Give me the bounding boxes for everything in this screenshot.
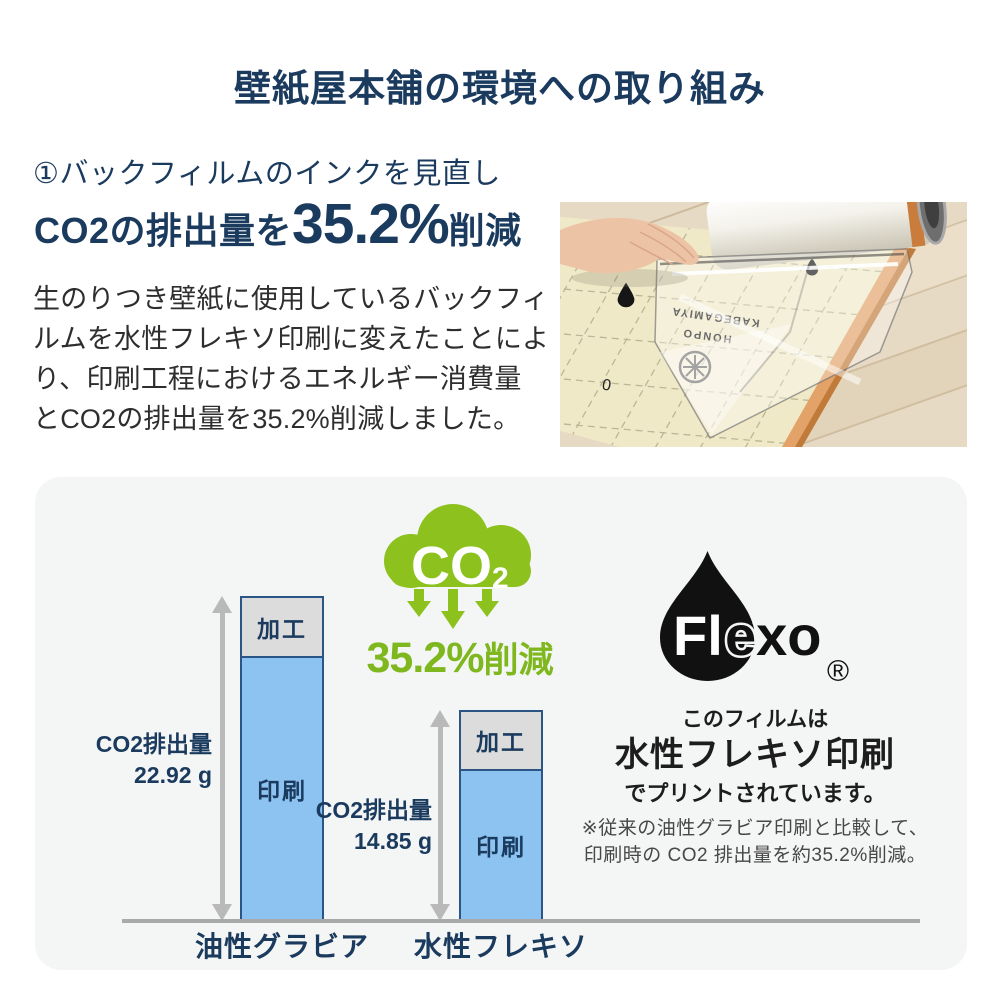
bar-segment-printing: 印刷: [461, 770, 541, 919]
measure-arrow-oil-gravure: [212, 596, 232, 921]
headline-suffix: 削減: [448, 210, 522, 251]
bar-segment-printing: 印刷: [242, 658, 322, 919]
segment-label: 印刷: [476, 833, 526, 860]
category-label-water-flexo: 水性フレキソ: [413, 931, 588, 962]
measure-arrow-water-flexo: [430, 710, 450, 921]
comparison-panel: 加工 印刷 CO2排出量 22.92 g CO2: [35, 477, 967, 970]
co2-icon-text: CO2: [411, 536, 509, 596]
arrow-up-icon: [212, 596, 232, 613]
body-paragraph: 生のりつき壁紙に使用しているバックフィ ルムを水性フレキソ印刷に変えたことによ …: [33, 284, 550, 434]
segment-label: 加工: [257, 616, 307, 643]
photo-illustration: KABEGAMIYA HONPO 10 0: [560, 202, 967, 447]
svg-text:0: 0: [601, 374, 613, 392]
hand-illustration: [560, 217, 699, 287]
arrow-down-icon: [212, 904, 232, 921]
reduction-value: 35.2%: [366, 634, 485, 682]
footnote-line2: 印刷時の CO2 排出量を約35.2%削減。: [583, 845, 927, 866]
film-statement-line3: でプリントされています。: [624, 781, 886, 806]
product-photo: KABEGAMIYA HONPO 10 0: [560, 202, 967, 447]
total-label-oil-gravure: CO2排出量 22.92 g: [95, 731, 212, 789]
registered-mark: ®: [827, 655, 849, 688]
chart-baseline: [122, 919, 920, 923]
film-statement-line1: このフィルムは: [681, 708, 829, 731]
flexo-text-white: Fl: [673, 604, 723, 667]
bar-oil-gravure: 加工 印刷: [240, 596, 324, 921]
flexo-text-black: exo: [725, 604, 822, 667]
droplet-icon: [660, 551, 755, 681]
co2-cloud-icon: CO2: [384, 504, 531, 629]
headline-prefix: CO2の排出量を: [34, 210, 293, 251]
reduction-suffix: 削減: [483, 641, 554, 680]
flexo-logo: Fl exo ®: [660, 551, 849, 688]
bar-segment-processing: 加工: [242, 598, 322, 659]
bar-segment-processing: 加工: [461, 712, 541, 771]
total-label-water-flexo: CO2排出量 14.85 g: [315, 797, 432, 855]
wallpaper-roll: [706, 202, 947, 270]
transparent-film: [654, 248, 913, 439]
page-title: 壁紙屋本舗の環境への取り組み: [234, 68, 766, 109]
segment-label: 加工: [476, 729, 526, 756]
section-heading: ①バックフィルムのインクを見直し: [33, 158, 501, 190]
footnote-line1: ※従来の油性グラビア印刷と比較して、: [581, 818, 929, 839]
arrow-down-icon: [430, 904, 450, 921]
sheet-orange-edge: [782, 246, 916, 447]
headline-value: 35.2%: [292, 192, 450, 256]
segment-label: 印刷: [257, 777, 307, 804]
co2-reduction-headline: CO2の排出量を 35.2% 削減: [34, 196, 522, 254]
reduction-callout: 35.2%削減: [325, 632, 595, 683]
category-label-oil-gravure: 油性グラビア: [194, 931, 369, 962]
arrow-up-icon: [430, 710, 450, 727]
film-statement-line2: 水性フレキソ印刷: [615, 736, 895, 774]
bar-water-flexo: 加工 印刷: [459, 710, 543, 921]
